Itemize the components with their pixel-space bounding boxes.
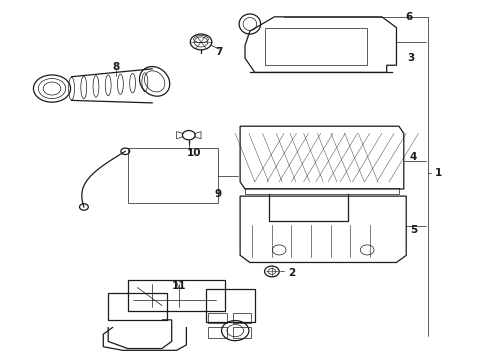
Text: 8: 8 [112,62,119,72]
Text: 2: 2 [288,268,295,278]
Bar [265,28,367,65]
Text: 3: 3 [408,53,415,63]
Text: 9: 9 [215,189,221,199]
Text: 1: 1 [434,168,441,178]
Bar [208,313,227,323]
Text: 7: 7 [216,46,223,57]
Bar [206,289,255,321]
Bar [128,148,218,203]
Text: 4: 4 [410,152,417,162]
Bar [128,280,225,311]
Bar [233,327,251,338]
Bar [245,188,399,194]
Bar [208,327,227,338]
Bar [233,313,251,323]
Text: 11: 11 [172,281,186,291]
Text: 10: 10 [187,148,201,158]
Text: 6: 6 [405,12,412,22]
Text: 5: 5 [410,225,417,235]
Bar [108,293,167,320]
